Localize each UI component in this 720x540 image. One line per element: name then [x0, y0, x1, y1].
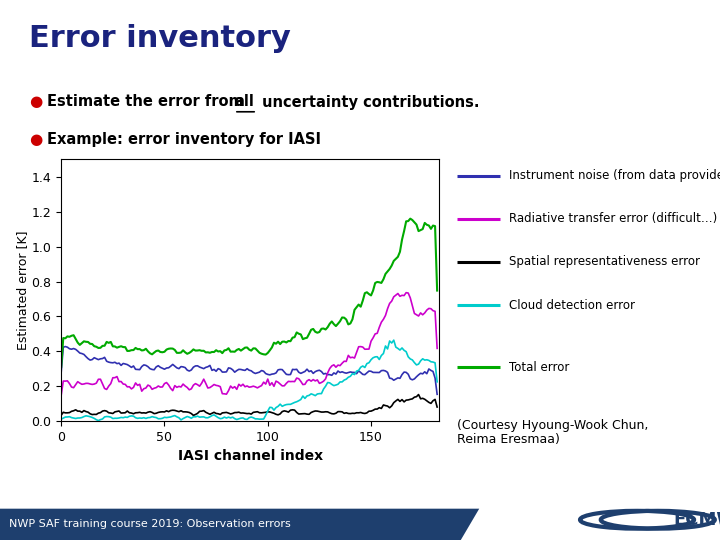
Text: Radiative transfer error (difficult…): Radiative transfer error (difficult…)	[509, 212, 717, 225]
Text: Cloud detection error: Cloud detection error	[509, 299, 635, 312]
Text: all: all	[234, 94, 254, 110]
Text: Estimate the error from: Estimate the error from	[47, 94, 248, 110]
Text: Example: error inventory for IASI: Example: error inventory for IASI	[47, 132, 321, 147]
Text: ●: ●	[29, 94, 42, 110]
Text: ●: ●	[29, 132, 42, 147]
Text: uncertainty contributions.: uncertainty contributions.	[257, 94, 480, 110]
Text: Spatial representativeness error: Spatial representativeness error	[509, 255, 700, 268]
Text: NWP SAF training course 2019: Observation errors: NWP SAF training course 2019: Observatio…	[9, 519, 291, 529]
Text: Total error: Total error	[509, 361, 570, 374]
Text: Instrument noise (from data providers): Instrument noise (from data providers)	[509, 169, 720, 182]
Polygon shape	[0, 509, 480, 540]
Text: Error inventory: Error inventory	[29, 24, 291, 53]
Y-axis label: Estimated error [K]: Estimated error [K]	[16, 231, 29, 350]
Text: (Courtesy Hyoung-Wook Chun,
Reima Eresmaa): (Courtesy Hyoung-Wook Chun, Reima Eresma…	[457, 418, 649, 447]
Text: ECMWF: ECMWF	[673, 511, 720, 529]
X-axis label: IASI channel index: IASI channel index	[178, 449, 323, 463]
